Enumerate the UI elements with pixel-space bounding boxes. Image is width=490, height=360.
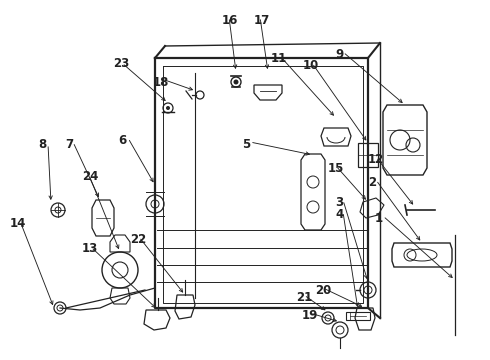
Text: 5: 5 [242, 138, 250, 151]
Circle shape [166, 106, 170, 110]
Text: 8: 8 [38, 138, 46, 151]
Text: 17: 17 [254, 14, 270, 27]
Text: 4: 4 [335, 208, 343, 221]
Text: 10: 10 [303, 59, 319, 72]
Text: 11: 11 [271, 52, 287, 65]
Text: 12: 12 [368, 153, 384, 166]
Text: 24: 24 [82, 170, 98, 183]
Text: 19: 19 [302, 309, 318, 322]
Text: 22: 22 [130, 233, 146, 246]
Text: 1: 1 [375, 212, 383, 225]
Text: 16: 16 [222, 14, 238, 27]
Text: 2: 2 [368, 176, 376, 189]
Text: 23: 23 [113, 57, 129, 70]
Bar [346, 312, 370, 320]
Circle shape [234, 80, 239, 85]
Text: 3: 3 [335, 196, 343, 209]
Text: 18: 18 [153, 76, 170, 89]
Text: 20: 20 [315, 284, 331, 297]
Text: 7: 7 [65, 138, 73, 151]
Text: 13: 13 [82, 242, 98, 255]
Text: 6: 6 [118, 134, 126, 147]
Text: 14: 14 [10, 217, 26, 230]
Bar [358, 143, 378, 167]
Text: 21: 21 [296, 291, 312, 304]
Text: 15: 15 [328, 162, 344, 175]
Text: 9: 9 [335, 48, 343, 61]
